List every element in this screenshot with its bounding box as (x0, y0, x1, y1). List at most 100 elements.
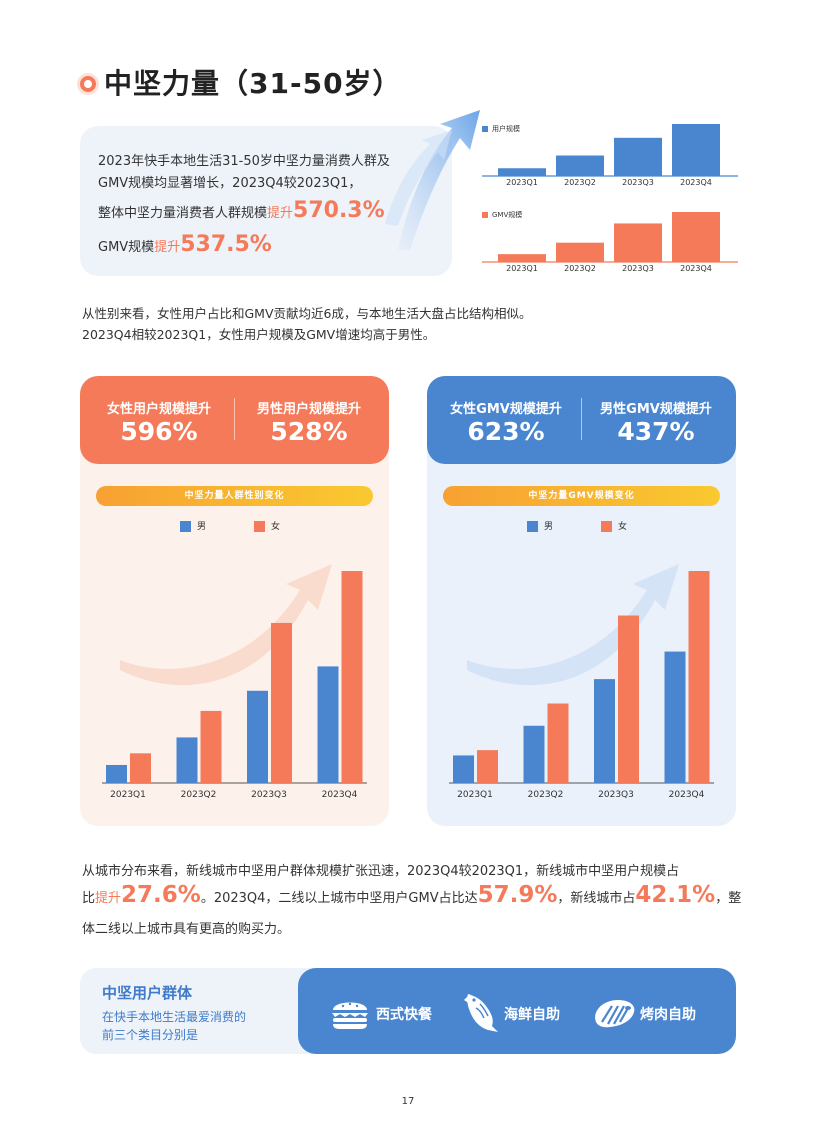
x-tick-label: 2023Q3 (598, 790, 634, 800)
category-label-1: 西式快餐 (376, 1007, 432, 1023)
city-para-line-3: 体二线以上城市具有更高的购买力。 (82, 922, 291, 937)
x-tick-label: 2023Q1 (457, 790, 493, 800)
mini-tick-label: 2023Q4 (680, 264, 712, 273)
stat-divider (234, 398, 235, 440)
bar-男-2023Q3 (247, 690, 268, 783)
bar-女-2023Q3 (618, 615, 639, 783)
chart-title-pill: 中坚力量GMV规模变化 (443, 486, 720, 506)
mini-tick-label: 2023Q3 (622, 264, 654, 273)
legend-label: 男 (544, 522, 554, 532)
page-number: 17 (401, 1096, 415, 1107)
mini-chart-2-legend: GMV规模 (482, 210, 522, 220)
user-group-box (80, 968, 330, 1054)
meat-icon (595, 1000, 635, 1028)
growth-arrow-icon (385, 110, 480, 250)
legend-swatch (254, 521, 266, 532)
legend-label: 男 (197, 522, 207, 532)
bar-男-2023Q2 (176, 737, 198, 783)
fish-icon (464, 994, 498, 1032)
stat-divider (581, 398, 582, 440)
bar-女-2023Q1 (477, 750, 498, 783)
gender-para-line-2: 2023Q4相较2023Q1，女性用户规模及GMV增速均高于男性。 (82, 327, 436, 342)
bar-男-2023Q2 (523, 725, 545, 783)
stat-label: 女性用户规模提升 (106, 402, 211, 417)
legend-item-female: 女 (254, 521, 280, 532)
x-tick-label: 2023Q1 (110, 790, 146, 800)
background-arrow-icon (120, 564, 332, 686)
chart-1: 2023Q1 2023Q2 2023Q3 2023Q4 (102, 564, 367, 800)
mini-bar-2023Q4 (672, 212, 720, 262)
mini-chart-1-legend: 用户规模 (482, 124, 520, 134)
chart-legend: 男女 (527, 519, 627, 532)
page-title: 中坚力量（31-50岁） (104, 67, 402, 100)
x-tick-label: 2023Q2 (528, 790, 564, 800)
mini-bar-2023Q1 (498, 168, 546, 176)
user-group-sub-1: 在快手本地生活最爱消费的 (102, 1010, 247, 1024)
background-arrow-icon (467, 564, 679, 686)
mini-tick-label: 2023Q3 (622, 178, 654, 187)
user-group-title: 中坚用户群体 (102, 984, 193, 1002)
bar-女-2023Q1 (130, 753, 151, 783)
mini-tick-label: 2023Q1 (506, 178, 538, 187)
gender-para-line-1: 从性别来看，女性用户占比和GMV贡献均近6成，与本地生活大盘占比结构相似。 (82, 306, 532, 321)
legend-swatch (482, 212, 488, 218)
stat-value: 528% (270, 417, 348, 446)
legend-item-male: 男 (180, 521, 207, 532)
legend-swatch (601, 521, 613, 532)
mini-tick-label: 2023Q2 (564, 178, 596, 187)
city-para-line-2: 比提升27.6%。2023Q4，二线以上城市中坚用户GMV占比达57.9%，新线… (82, 882, 742, 908)
legend-swatch (482, 126, 488, 132)
mini-bar-2023Q1 (498, 254, 546, 262)
legend-item-female: 女 (601, 521, 628, 532)
mini-chart-1 (482, 124, 738, 177)
bar-男-2023Q1 (453, 755, 474, 783)
bar-男-2023Q4 (664, 651, 686, 783)
legend-swatch (180, 521, 191, 532)
mini-tick-label: 2023Q1 (506, 264, 538, 273)
intro-box (80, 126, 452, 276)
legend-item-male: 男 (527, 521, 554, 532)
bar-女-2023Q2 (547, 703, 569, 783)
category-box (298, 968, 736, 1054)
bar-女-2023Q2 (200, 710, 222, 783)
user-group-sub-2: 前三个类目分别是 (102, 1028, 199, 1042)
mini-bar-2023Q3 (614, 223, 662, 262)
chart-legend: 男女 (180, 519, 280, 532)
intro-line-3: 整体中坚力量消费者人群规模提升570.3% (98, 198, 385, 223)
stat-label: 男性用户规模提升 (256, 402, 361, 417)
intro-line-2: GMV规模均显著增长，2023Q4较2023Q1， (98, 176, 362, 191)
bar-男-2023Q3 (594, 679, 615, 783)
stat-value: 596% (120, 417, 198, 446)
mini-bar-2023Q4 (672, 124, 720, 176)
chart-title-pill: 中坚力量人群性别变化 (96, 486, 373, 506)
title-bullet-icon (80, 76, 96, 92)
mini-bar-2023Q2 (556, 242, 604, 262)
mini-bar-2023Q3 (614, 137, 662, 176)
mini-tick-label: 2023Q2 (564, 264, 596, 273)
stat-label: 女性GMV规模提升 (450, 402, 562, 417)
x-tick-label: 2023Q2 (181, 790, 217, 800)
burger-icon (332, 1002, 368, 1029)
stat-value: 623% (467, 417, 545, 446)
bar-男-2023Q1 (106, 764, 127, 783)
stat-value: 437% (617, 417, 695, 446)
legend-label: 女 (618, 522, 628, 532)
legend-swatch (527, 521, 538, 532)
category-label-3: 烤肉自助 (640, 1007, 696, 1023)
legend-label: GMV规模 (492, 211, 523, 219)
bar-女-2023Q4 (341, 571, 363, 783)
legend-label: 用户规模 (492, 125, 520, 133)
mini-bar-2023Q2 (556, 155, 604, 176)
x-tick-label: 2023Q3 (251, 790, 287, 800)
mini-tick-label: 2023Q4 (680, 178, 712, 187)
intro-line-1: 2023年快手本地生活31-50岁中坚力量消费人群及 (98, 154, 390, 169)
intro-line-4: GMV规模提升537.5% (98, 232, 272, 257)
city-para-line-1: 从城市分布来看，新线城市中坚用户群体规模扩张迅速，2023Q4较2023Q1，新… (82, 864, 680, 879)
category-label-2: 海鲜自助 (504, 1007, 560, 1023)
bar-女-2023Q4 (688, 571, 710, 783)
chart-2: 2023Q1 2023Q2 2023Q3 2023Q4 (449, 564, 714, 800)
bar-男-2023Q4 (317, 666, 339, 783)
mini-chart-2 (482, 212, 738, 263)
stat-label: 男性GMV规模提升 (600, 402, 712, 417)
bar-女-2023Q3 (271, 622, 292, 783)
